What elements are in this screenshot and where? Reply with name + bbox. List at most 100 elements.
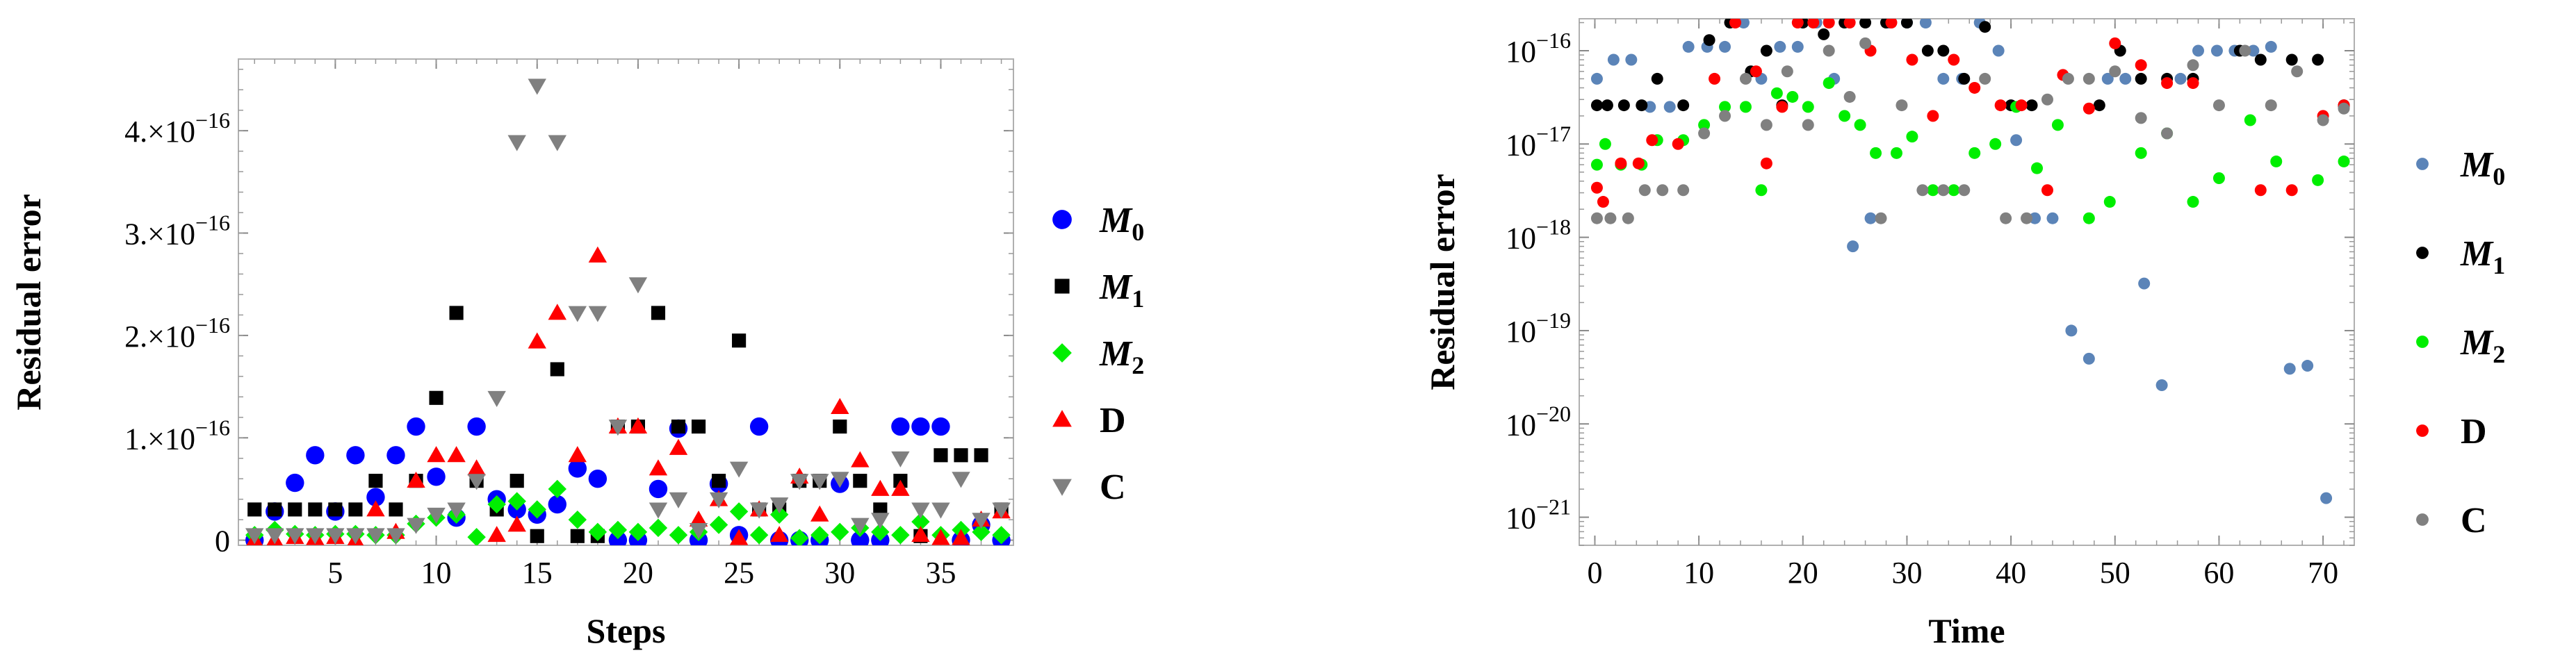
data-point [992,526,1011,545]
legend-marker [2416,336,2429,348]
data-point [568,459,587,478]
data-point [1958,72,1971,85]
data-point [447,446,466,463]
data-point [1900,19,1913,29]
data-point [1839,110,1851,122]
data-point [2283,363,2296,375]
data-point [711,474,726,488]
y-tick-mantissa: 10 [1506,502,1536,536]
data-point [427,467,446,486]
x-tick-label: 0 [1587,556,1602,590]
data-point [1937,44,1950,57]
data-point [2301,360,2314,372]
legend-marker [1052,410,1072,427]
y-tick-exponent: −17 [1536,121,1571,146]
data-point [1656,184,1669,197]
legend-marker [1052,343,1072,363]
data-point [1604,212,1617,224]
data-point [1590,99,1603,112]
data-point [1807,19,1820,29]
data-point [530,529,544,543]
data-point [528,500,546,519]
legend-name: D [1100,401,1126,440]
data-point [2210,44,2223,57]
data-point [449,306,464,320]
y-tick-label: 10−16 [1506,28,1571,69]
legend-subscript: 1 [1132,285,1144,313]
series-d [1590,19,2350,208]
y-tick-mantissa: 10 [1506,222,1536,256]
y-tick-mantissa: 10 [1506,35,1536,69]
data-point [2082,102,2095,115]
data-point [911,512,930,531]
legend-name: M [1099,334,1133,374]
data-point [2192,44,2205,57]
x-tick-label: 30 [824,556,855,590]
data-point [1617,99,1630,112]
data-point [2021,212,2033,224]
data-point [689,522,708,540]
data-point [407,471,425,488]
data-point [407,518,425,534]
data-point [346,528,365,545]
data-point [507,492,526,511]
y-tick-mantissa: 4.×10 [124,115,195,149]
data-point [972,513,991,529]
x-tick-label: 35 [925,556,956,590]
data-point [1636,99,1648,112]
legend-label: M2 [2460,323,2505,368]
data-point [447,502,466,519]
plot-frame [1579,18,2355,546]
data-point [487,495,506,514]
y-tick-exponent: −16 [195,415,230,440]
data-point [2212,99,2225,112]
data-point [1601,99,1613,112]
data-point [1739,101,1752,113]
y-tick-exponent: −16 [1536,28,1571,53]
series-c [1590,37,2350,224]
data-point [911,502,930,519]
data-point [729,461,749,478]
y-tick-mantissa: 10 [1506,408,1536,442]
data-point [2187,59,2199,72]
data-point [2135,112,2147,124]
data-point [871,479,890,496]
data-point [709,492,728,508]
data-point [2338,155,2350,167]
data-point [386,528,405,545]
data-point [1823,44,1835,57]
data-point [1638,184,1651,197]
data-point [769,526,789,543]
data-point [1948,184,1960,197]
y-tick-mantissa: 0 [215,524,230,558]
y-tick-label: 10−21 [1506,495,1571,536]
data-point [669,492,688,508]
data-point [1774,40,1786,53]
data-point [2291,65,2304,78]
data-point [871,513,890,529]
legend-subscript: 2 [2493,340,2505,368]
data-point [1958,184,1971,197]
series-m2 [1590,77,2350,224]
data-point [2093,99,2105,112]
data-point [1937,72,1950,85]
data-point [1854,119,1866,131]
data-point [2119,72,2132,85]
legend-marker [2416,158,2429,170]
data-point [1823,19,1835,29]
data-point [1937,184,1950,197]
data-point [871,522,890,542]
data-point [1677,184,1690,197]
y-axis-label: Residual error [9,194,48,411]
data-point [1663,101,1676,113]
data-point [2031,162,2044,174]
data-point [891,526,910,545]
data-point [729,529,749,545]
legend-label: M0 [2460,145,2505,190]
legend-marker [2416,424,2429,437]
data-point [1786,90,1799,103]
data-point [368,474,383,488]
data-point [732,333,747,348]
legend-name: M [2460,234,2494,274]
